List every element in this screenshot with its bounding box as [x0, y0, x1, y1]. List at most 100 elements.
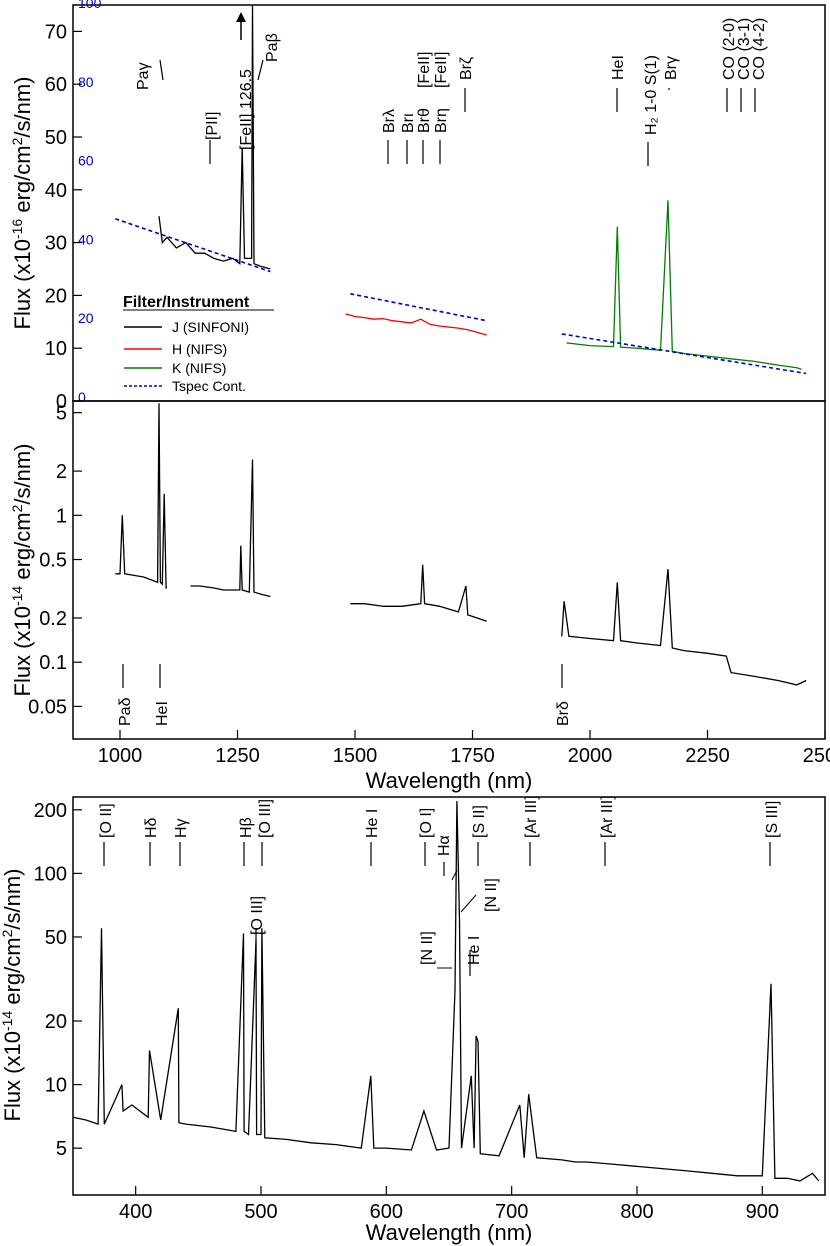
bottom-x-tick-label: 800: [620, 1201, 653, 1223]
bottom-x-tick-label: 600: [370, 1201, 403, 1223]
bottom-x-tick-label: 900: [746, 1201, 779, 1223]
top-line-marker: [159, 59, 164, 81]
top-line-labels: Paγ [FeII] 126.5 Paβ [PII] Brλ Brι Brθ [FeII] Br…: [135, 18, 768, 166]
top-line-label: H₂ 1-0 S(1): [643, 55, 660, 135]
bottom-series-group: [72, 801, 820, 1182]
middle-y-tick-label: 0.5: [39, 550, 67, 572]
top-line-label: HeI: [610, 55, 627, 80]
middle-x-tick-label: 1250: [215, 745, 260, 767]
top-line-marker: [257, 59, 264, 81]
middle-y-axis: 0.05 0.1 0.2 0.5 1 2 5: [28, 403, 82, 718]
bottom-x-axis-title: Wavelength (nm): [366, 1220, 533, 1245]
top-y-tick-label: 20: [45, 285, 67, 307]
middle-y-tick-label: 1: [56, 505, 67, 527]
bottom-line-label: [S II]: [471, 805, 488, 838]
top-line-label: Brθ: [416, 108, 433, 133]
top-line-label: CO (4-2): [751, 18, 768, 80]
bottom-y-tick-label: 200: [34, 800, 67, 822]
middle-y-axis-title: Flux (x10-14 erg/cm2/s/nm): [9, 444, 35, 697]
top-y-tick-label: 50: [45, 127, 67, 149]
top-series-tspec-segment: [561, 333, 807, 375]
nii-leader-2: [460, 894, 477, 913]
middle-x-tick-label: 1500: [333, 745, 378, 767]
top-ylabel-exp2: 2: [9, 137, 25, 145]
bottom-y-tick-label: 10: [45, 1075, 67, 1097]
middle-x-tick-label: 1000: [98, 745, 143, 767]
bottom-line-label: [O II]: [98, 803, 115, 838]
top-ylabel-exp: -16: [9, 219, 25, 239]
top-series-line-2: [566, 200, 802, 370]
bottom-y-axis-title: Flux (x10-14 erg/cm2/s/nm): [0, 869, 25, 1122]
top-y-tick-label: 60: [45, 74, 67, 96]
bottom-line-label: He I: [364, 809, 381, 838]
middle-line-label: Brδ: [555, 701, 572, 726]
top-y-tick-label: 30: [45, 233, 67, 255]
feii-arrow: [236, 12, 246, 40]
middle-x-tick-label: 1750: [450, 745, 495, 767]
middle-series-segment: [561, 569, 807, 686]
mid-ylabel-exp: -14: [9, 586, 25, 606]
legend-label-h: H (NIFS): [172, 341, 227, 357]
legend-label-j: J (SINFONI): [172, 319, 249, 335]
mid-ylabel-part2: erg/cm: [10, 512, 35, 585]
top-ylabel-part3: /s/nm): [10, 77, 35, 138]
bottom-plot-frame: [72, 796, 826, 1196]
legend-label-k: K (NIFS): [172, 360, 226, 376]
top-secondary-tick-label: 80: [78, 74, 94, 90]
middle-y-tick-label: 0.2: [39, 608, 67, 630]
top-line-label: Brζ: [458, 57, 475, 80]
middle-plot-frame: [72, 400, 826, 740]
top-ylabel-part2: erg/cm: [10, 145, 35, 218]
bottom-line-label: [N II]: [483, 878, 500, 912]
top-line-label: [FeII]: [433, 52, 450, 88]
top-y-tick-label: 70: [45, 21, 67, 43]
halpha-leader: [451, 869, 458, 881]
top-series-group: [115, 4, 807, 375]
top-secondary-y-axis: 0 20 40 60 80 100: [78, 0, 102, 405]
middle-x-tick-label: 2000: [568, 745, 613, 767]
top-ylabel-part: Flux (x10: [10, 239, 35, 329]
legend: Filter/Instrument J (SINFONI) H (NIFS) K…: [123, 294, 274, 394]
top-y-tick-label: 10: [45, 338, 67, 360]
middle-line-label: HeI: [154, 701, 171, 726]
bot-ylabel-part: Flux (x10: [0, 1031, 25, 1121]
bottom-y-axis: 5 10 20 50 100 200: [34, 800, 82, 1160]
middle-y-tick-label: 0.1: [39, 652, 67, 674]
mid-ylabel-exp2: 2: [9, 504, 25, 512]
bot-ylabel-exp: -14: [0, 1011, 15, 1031]
middle-y-tick-label: 5: [56, 403, 67, 425]
middle-x-tick-label: 2250: [685, 745, 730, 767]
bottom-line-label: [S III]: [764, 801, 781, 838]
bottom-line-label: [N II]: [419, 931, 436, 965]
top-series-line-1: [345, 313, 487, 336]
bottom-x-tick-label: 700: [495, 1201, 528, 1223]
bottom-x-axis: 400 500 600 700 800 900: [119, 1186, 779, 1223]
bottom-line-label: [Ar III]: [523, 795, 540, 838]
bottom-line-label: Hδ: [143, 817, 160, 838]
top-series-tspec-segment: [350, 293, 487, 322]
bottom-series-line: [72, 801, 820, 1182]
top-y-axis-title: Flux (x10-16 erg/cm2/s/nm): [9, 77, 35, 330]
bot-ylabel-exp2: 2: [0, 929, 15, 937]
top-secondary-tick-label: 40: [78, 231, 94, 247]
top-secondary-tick-label: 20: [78, 310, 94, 326]
middle-y-tick-label: 2: [56, 461, 67, 483]
top-line-label: CO (2-0): [721, 18, 738, 80]
legend-label-tspec: Tspec Cont.: [172, 378, 246, 394]
top-series-line-0: [158, 4, 271, 270]
bottom-line-label: [O III]: [249, 896, 266, 935]
bottom-y-tick-label: 50: [45, 927, 67, 949]
top-y-tick-label: 40: [45, 180, 67, 202]
top-secondary-tick-label: 0: [78, 389, 86, 405]
top-secondary-tick-label: 60: [78, 153, 94, 169]
middle-series-group: [115, 403, 807, 686]
top-line-label: [FeII]: [416, 52, 433, 88]
top-line-label: [FeII] 126.5: [238, 69, 255, 150]
bottom-y-tick-label: 100: [34, 863, 67, 885]
mid-ylabel-part: Flux (x10: [10, 606, 35, 696]
top-y-tick-label: 0: [56, 391, 67, 413]
middle-line-labels: Paδ HeI Brδ: [117, 664, 572, 726]
middle-x-tick-label: 2500: [803, 745, 830, 767]
